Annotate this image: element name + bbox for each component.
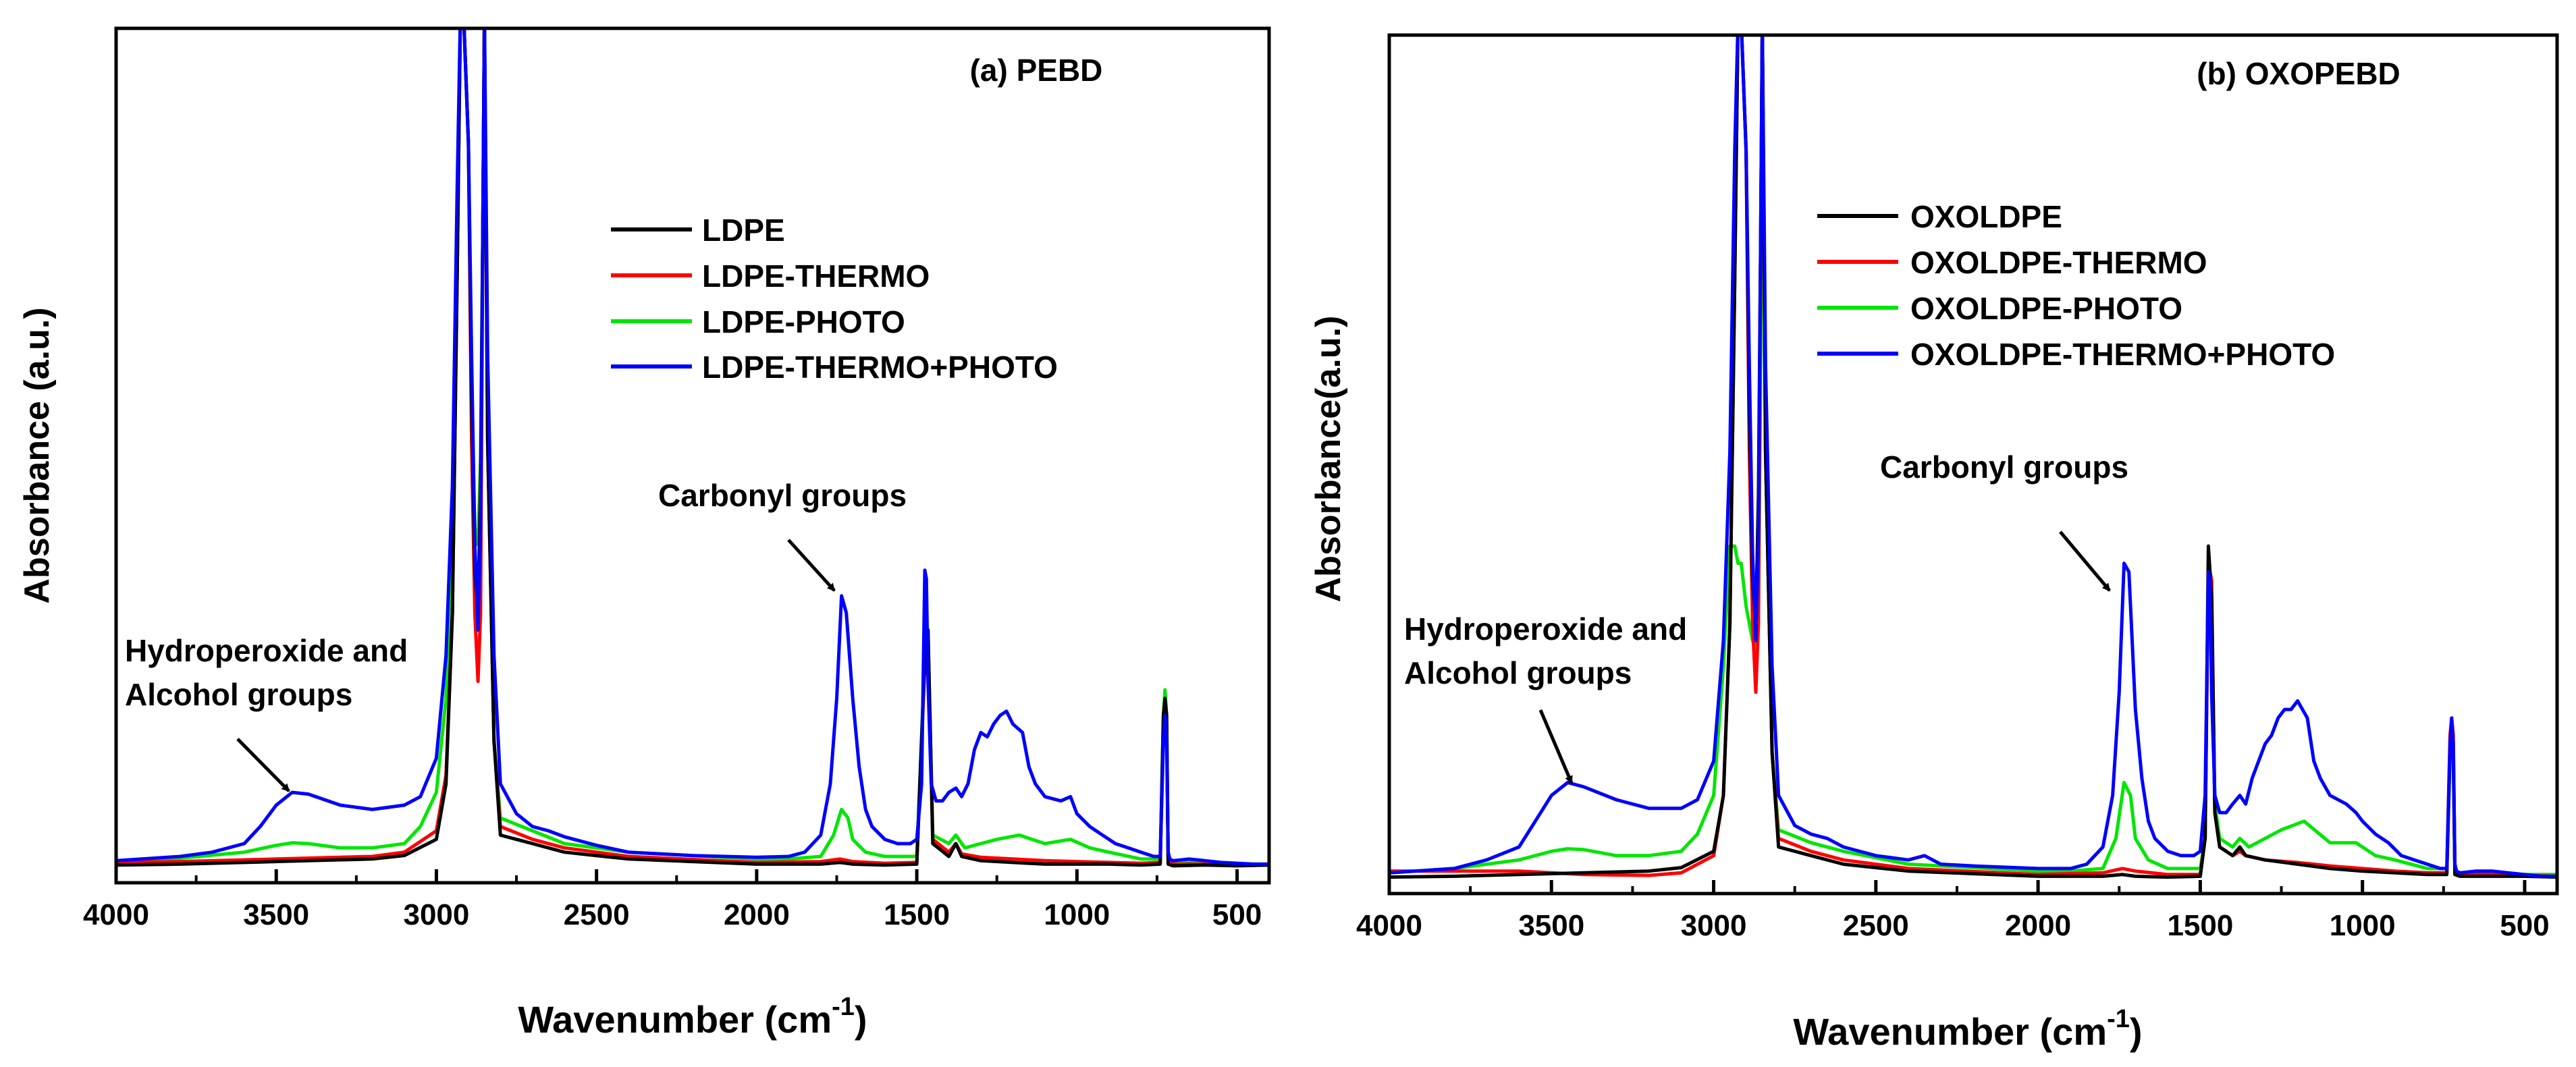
panel-b-legend: OXOLDPE OXOLDPE-THERMO OXOLDPE-PHOTO OXO… xyxy=(1817,199,2335,372)
panel-b-series-group xyxy=(1389,35,2557,879)
legend-b-label-2: OXOLDPE-PHOTO xyxy=(1910,291,2182,326)
x-tick-label-a-3500: 3500 xyxy=(243,898,309,931)
annotation-b-hydroperoxide-line1: Hydroperoxide and xyxy=(1404,611,1687,647)
panel-a-legend: LDPE LDPE-THERMO LDPE-PHOTO LDPE-THERMO+… xyxy=(611,213,1058,385)
x-tick-label-b-4000: 4000 xyxy=(1356,909,1422,942)
annotation-b-carbonyl-text: Carbonyl groups xyxy=(1880,449,2128,485)
panel-b-x-axis-label: Wavenumber (cm-1) xyxy=(1793,1005,2142,1053)
panel-b-x-axis-label-main: Wavenumber (cm xyxy=(1793,1010,2107,1053)
x-tick-label-a-4000: 4000 xyxy=(83,898,149,931)
annotation-b-carbonyl-arrow xyxy=(2059,530,2111,592)
annotation-a-hydroperoxide-line1: Hydroperoxide and xyxy=(125,633,408,668)
panel-a-series-group xyxy=(116,28,1269,868)
panel-a-x-axis-label-close: ) xyxy=(855,998,867,1041)
panel-b-y-axis-label: Absorbance(a.u.) xyxy=(1309,316,1348,603)
panel-a-x-axis-label-main: Wavenumber (cm xyxy=(518,998,832,1041)
legend-a-label-0: LDPE xyxy=(702,213,785,248)
x-tick-label-a-2000: 2000 xyxy=(724,898,790,931)
panel-b: 4000 3500 3000 2500 2000 1500 1000 500 (b) OXOP… xyxy=(1309,33,2559,1053)
x-tick-label-a-3000: 3000 xyxy=(403,898,469,931)
series-line-a-ldpe-thermo xyxy=(116,28,1269,867)
legend-a-label-1: LDPE-THERMO xyxy=(702,258,930,294)
panel-a-label: (a) PEBD xyxy=(970,53,1103,88)
annotation-a-carbonyl-text: Carbonyl groups xyxy=(658,478,907,513)
annotation-b-hydroperoxide-line2: Alcohol groups xyxy=(1404,655,1632,690)
panel-a-frame xyxy=(114,26,1271,885)
series-line-b-oxoldpe xyxy=(1389,35,2557,879)
x-tick-label-b-3500: 3500 xyxy=(1518,909,1584,942)
series-line-b-oxoldpe-photo xyxy=(1389,35,2557,877)
panel-b-frame xyxy=(1387,33,2559,896)
x-tick-label-b-1500: 1500 xyxy=(2167,909,2233,942)
legend-a-label-3: LDPE-THERMO+PHOTO xyxy=(702,350,1058,385)
legend-a-label-2: LDPE-PHOTO xyxy=(702,304,905,339)
series-line-b-oxoldpe-thermo-photo xyxy=(1389,35,2557,878)
annotation-b-hydroperoxide-arrow xyxy=(1538,709,1574,784)
panel-b-annotations: Hydroperoxide and Alcohol groups Carbony… xyxy=(1404,449,2128,784)
x-tick-label-b-500: 500 xyxy=(2500,909,2549,942)
x-tick-label-a-2500: 2500 xyxy=(564,898,630,931)
legend-b-label-0: OXOLDPE xyxy=(1910,199,2062,234)
x-tick-label-a-500: 500 xyxy=(1212,898,1262,931)
panel-a-x-axis: 4000 3500 3000 2500 2000 1500 1000 500 xyxy=(83,869,1262,931)
x-tick-label-b-2500: 2500 xyxy=(1843,909,1909,942)
x-tick-label-b-3000: 3000 xyxy=(1681,909,1747,942)
annotation-a-carbonyl-arrow xyxy=(787,539,836,592)
panel-b-label: (b) OXOPEBD xyxy=(2197,56,2400,91)
x-tick-label-a-1000: 1000 xyxy=(1044,898,1110,931)
x-tick-label-a-1500: 1500 xyxy=(884,898,950,931)
panel-b-x-axis-label-sup: -1 xyxy=(2107,1005,2130,1033)
annotation-a-hydroperoxide-arrow xyxy=(236,738,290,792)
panel-a-y-axis-label: Absorbance (a.u.) xyxy=(18,307,57,603)
series-line-a-ldpe-photo xyxy=(116,28,1269,866)
panel-a: 4000 3500 3000 2500 2000 1500 1000 500 (a) PEBD… xyxy=(18,26,1271,1041)
legend-b-label-3: OXOLDPE-THERMO+PHOTO xyxy=(1910,337,2335,372)
panel-a-x-axis-label-sup: -1 xyxy=(832,993,855,1021)
panel-b-x-axis-label-close: ) xyxy=(2130,1010,2143,1053)
panel-a-x-axis-label: Wavenumber (cm-1) xyxy=(518,993,867,1041)
series-line-a-ldpe-thermo-photo xyxy=(116,28,1269,866)
panel-a-annotations: Hydroperoxide and Alcohol groups Carbony… xyxy=(125,478,907,792)
x-tick-label-b-2000: 2000 xyxy=(2005,909,2071,942)
x-tick-label-b-1000: 1000 xyxy=(2330,909,2396,942)
series-line-a-ldpe xyxy=(116,28,1269,868)
panel-b-x-axis: 4000 3500 3000 2500 2000 1500 1000 500 xyxy=(1356,880,2550,942)
annotation-a-hydroperoxide-line2: Alcohol groups xyxy=(125,677,352,712)
legend-b-label-1: OXOLDPE-THERMO xyxy=(1910,245,2207,280)
